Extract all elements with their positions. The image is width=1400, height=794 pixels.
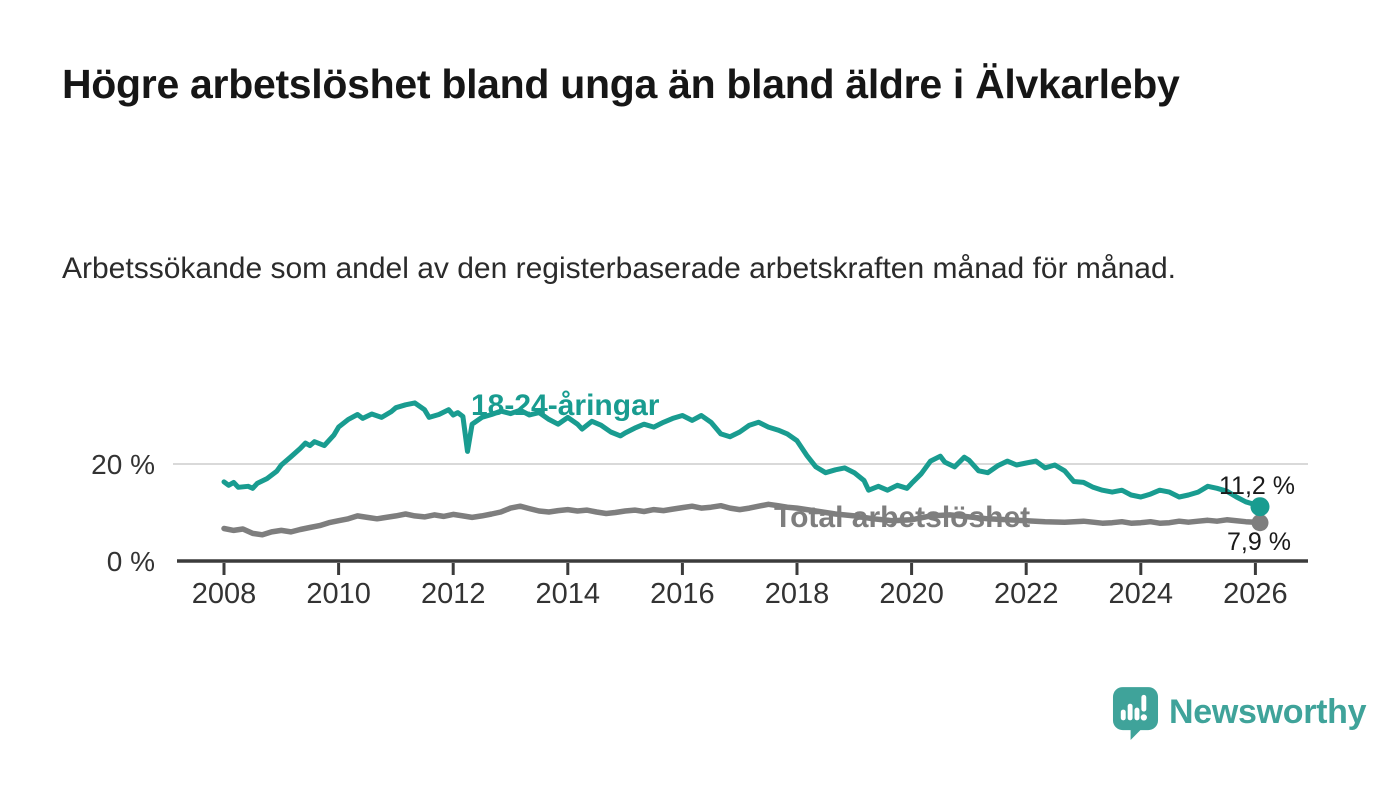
end-value-label-youth: 11,2 %	[1219, 472, 1295, 500]
end-dot-youth	[1250, 497, 1270, 517]
series-label-youth: 18-24-åringar	[471, 389, 660, 422]
series-label-total: Total arbetslöshet	[774, 501, 1031, 534]
series-line-total	[221, 501, 1263, 538]
x-tick-label: 2008	[192, 578, 257, 610]
x-tick-label: 2014	[536, 578, 601, 610]
x-tick-label: 2026	[1223, 578, 1288, 610]
end-dot-total	[1251, 514, 1269, 532]
end-value-label-total: 7,9 %	[1227, 528, 1291, 556]
newsworthy-logo-text: Newsworthy	[1169, 693, 1367, 731]
x-tick-label: 2024	[1109, 578, 1174, 610]
page-subtitle: Arbetssökande som andel av den registerb…	[62, 252, 1176, 285]
x-tick-label: 2012	[421, 578, 486, 610]
newsworthy-logo: Newsworthy	[1112, 686, 1367, 741]
page-title: Högre arbetslöshet bland unga än bland ä…	[62, 61, 1180, 107]
y-tick-label: 20 %	[91, 449, 155, 480]
x-tick-label: 2010	[306, 578, 371, 610]
x-tick-label: 2022	[994, 578, 1059, 610]
x-tick-label: 2016	[650, 578, 715, 610]
x-tick-label: 2020	[879, 578, 944, 610]
series-line-youth	[221, 400, 1263, 510]
y-tick-label: 0 %	[107, 546, 155, 577]
x-tick-label: 2018	[765, 578, 830, 610]
newsworthy-speech-bubble-bar-chart-icon	[1112, 687, 1159, 740]
